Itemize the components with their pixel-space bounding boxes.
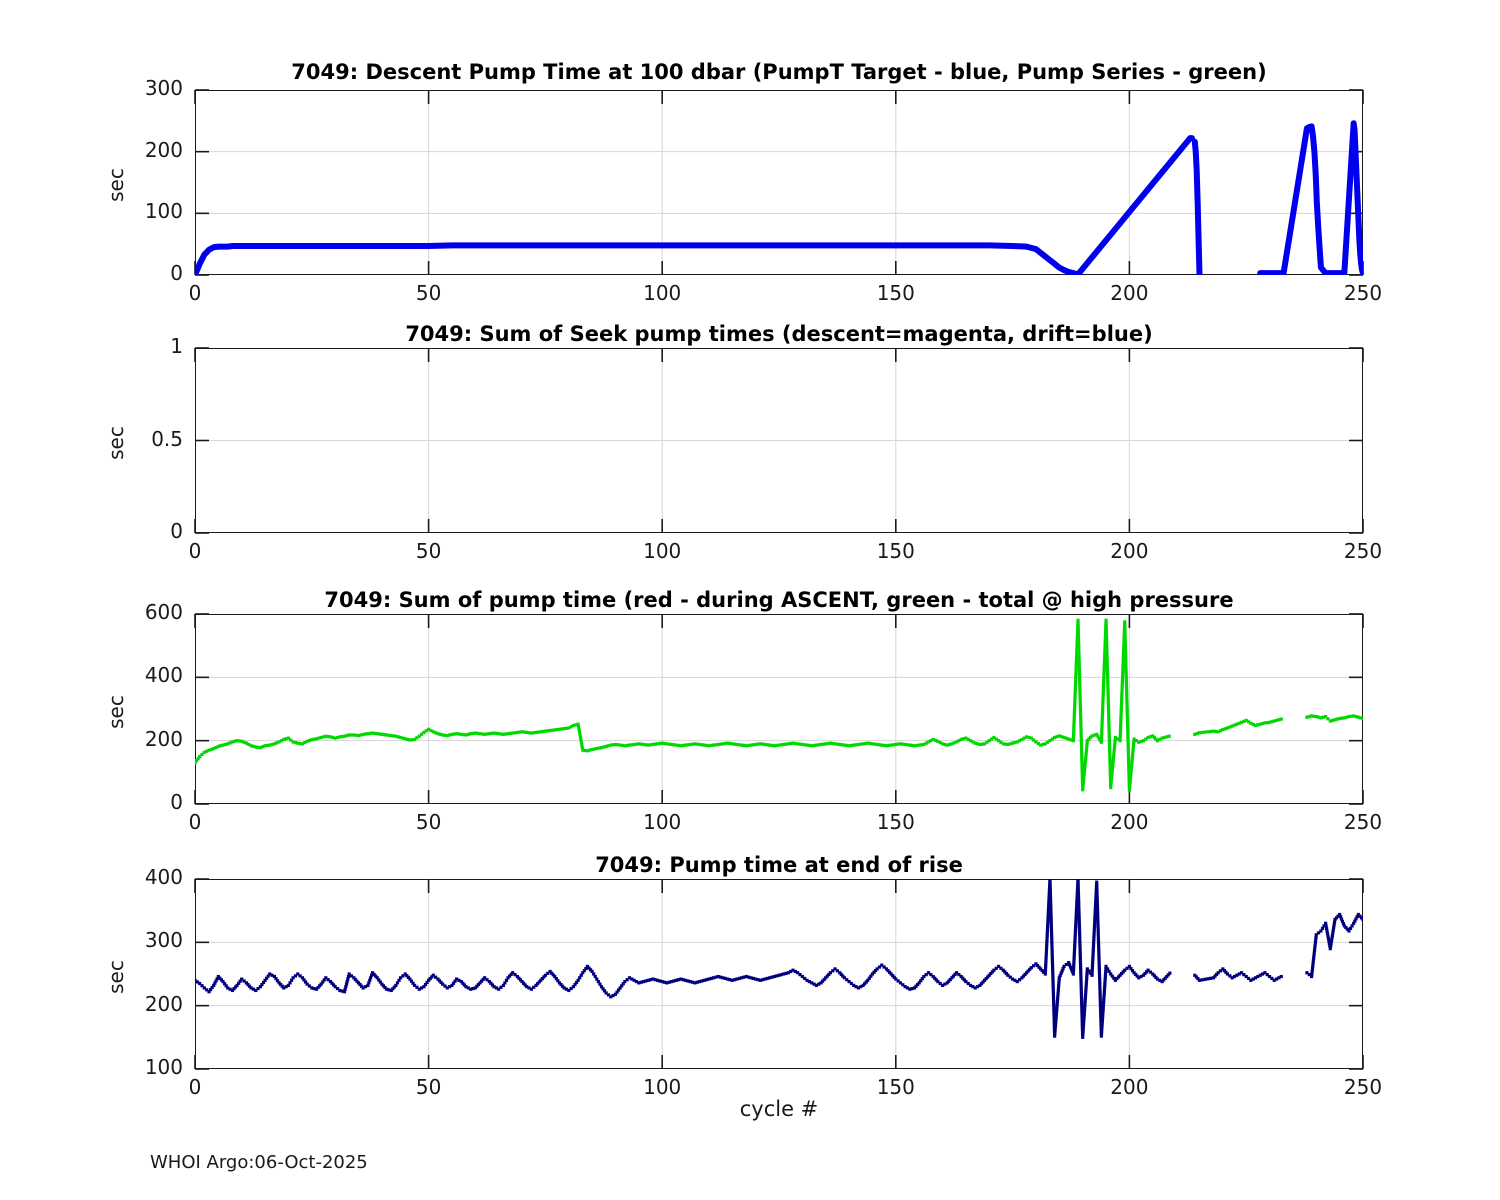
figure-xlabel: cycle # — [739, 1097, 819, 1121]
panel-4-title: 7049: Pump time at end of rise — [595, 853, 963, 877]
panel-2-xtick-label: 250 — [1343, 539, 1383, 563]
panel-1-title: 7049: Descent Pump Time at 100 dbar (Pum… — [291, 60, 1267, 84]
panel-3-xtick-label: 150 — [876, 810, 915, 834]
panel-3-axes — [195, 614, 1363, 804]
panel-4-xtick-label: 150 — [876, 1075, 915, 1099]
panel-2-ytick-label: 1 — [170, 334, 183, 358]
panel-4-xtick-label: 50 — [415, 1075, 442, 1099]
panel-2-title: 7049: Sum of Seek pump times (descent=ma… — [405, 322, 1153, 346]
panel-3-xtick-label: 100 — [643, 810, 682, 834]
panel-2-xtick-label: 200 — [1110, 539, 1149, 563]
panel-1-xtick-label: 50 — [415, 281, 442, 305]
panel-1-ytick-label: 100 — [144, 199, 183, 224]
panel-3-ytick-label: 200 — [144, 726, 183, 751]
panel-2-ytick-label: 0 — [170, 519, 183, 543]
panel-1-xtick-label: 250 — [1343, 281, 1383, 305]
panel-4-xtick-label: 100 — [643, 1075, 682, 1099]
panel-1-xtick-label: 200 — [1110, 281, 1149, 305]
panel-3-xtick-label: 50 — [415, 810, 442, 834]
panel-1-xtick-label: 0 — [188, 281, 202, 305]
panel-3-xtick-label: 0 — [188, 810, 202, 834]
panel-3-ytick-label: 0 — [170, 790, 183, 814]
panel-3-xtick-label: 200 — [1110, 810, 1149, 834]
panel-2-ytick-label: 0.5 — [151, 426, 183, 451]
panel-4-ytick-label: 200 — [144, 991, 183, 1016]
panel-1-xtick-label: 150 — [876, 281, 915, 305]
panel-2-xtick-label: 150 — [876, 539, 915, 563]
panel-2-xtick-label: 50 — [415, 539, 442, 563]
panel-4-ytick-label: 400 — [144, 865, 183, 889]
panel-1-xtick-label: 100 — [643, 281, 682, 305]
panel-1-ytick-label: 300 — [144, 76, 183, 100]
panel-3-ytick-label: 600 — [144, 600, 183, 624]
panel-4-xtick-label: 0 — [188, 1075, 202, 1099]
panel-2-xtick-label: 100 — [643, 539, 682, 563]
panel-3-ytick-label: 400 — [144, 663, 183, 688]
footer-credit: WHOI Argo:06-Oct-2025 — [150, 1152, 368, 1173]
panel-1-ytick-label: 0 — [170, 261, 183, 285]
panel-4-ytick-label: 100 — [144, 1055, 183, 1079]
panel-4-xtick-label: 250 — [1343, 1075, 1383, 1099]
panel-3-title: 7049: Sum of pump time (red - during ASC… — [324, 588, 1234, 612]
panel-4-ytick-label: 300 — [144, 928, 183, 953]
panel-3-xtick-label: 250 — [1343, 810, 1383, 834]
panel-1-ytick-label: 200 — [144, 137, 183, 162]
panel-4-xtick-label: 200 — [1110, 1075, 1149, 1099]
panel-2-xtick-label: 0 — [188, 539, 202, 563]
